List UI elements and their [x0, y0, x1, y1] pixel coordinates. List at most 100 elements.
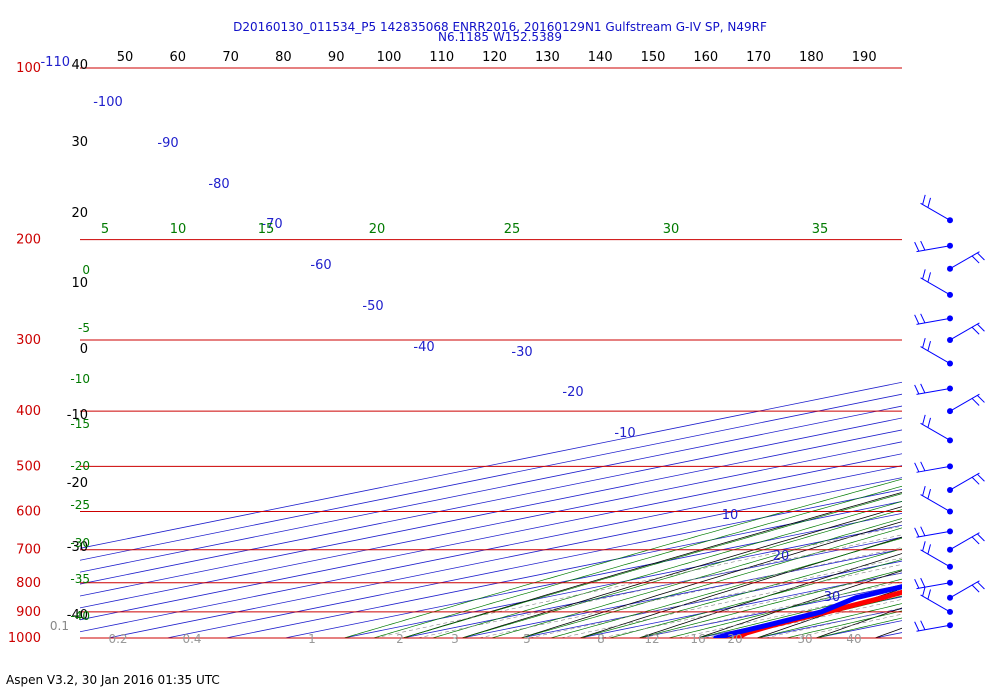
- isotherm-line: [80, 453, 902, 621]
- wind-barb-feather: [971, 476, 980, 485]
- mixing-ratio-label: 8: [597, 632, 605, 646]
- pressure-label: 1000: [8, 631, 41, 646]
- wind-barb-feather: [920, 577, 926, 588]
- dry-adiabat-line: [402, 491, 902, 638]
- moist-left-label: -15: [70, 417, 90, 431]
- theta-top-label: 80: [275, 50, 292, 65]
- wind-barb-feather: [977, 395, 985, 403]
- wind-barb-staff: [920, 494, 951, 512]
- moist-adiabat-line: [668, 578, 902, 638]
- wind-barb-staff: [949, 532, 980, 551]
- pressure-label: 100: [16, 61, 41, 76]
- mixing-ratio-label: 16: [690, 632, 705, 646]
- wind-barb-staff: [920, 346, 951, 364]
- wind-barb-feather: [927, 489, 931, 499]
- moist-adiabat-line: [402, 493, 902, 638]
- wind-barb-staff: [916, 465, 951, 473]
- pressure-label: 400: [16, 404, 41, 419]
- wind-barb-staff: [916, 582, 951, 590]
- wind-barb-feather: [977, 473, 985, 482]
- wind-barb-feather: [914, 384, 920, 395]
- dewpoint-profile-line: [713, 584, 902, 638]
- wind-barb-feather: [920, 461, 926, 472]
- wind-barb-staff: [949, 251, 980, 270]
- wind-barb-feather: [922, 414, 926, 425]
- wind-barb-feather: [971, 398, 980, 406]
- isotherm-line: [80, 417, 902, 585]
- temperature-left-label: 40: [71, 58, 88, 73]
- wind-barb-feather: [927, 197, 931, 208]
- wind-barb-feather: [927, 417, 931, 428]
- dry-adiabat-line: [697, 570, 902, 638]
- temperature-left-label: 30: [71, 135, 88, 150]
- isotherm-line: [80, 441, 902, 609]
- mixing-ratio-label: 20: [727, 632, 742, 646]
- wind-barb-staff: [916, 388, 951, 395]
- dry-adiabat-line: [579, 536, 902, 638]
- sounding-profiles: [713, 584, 902, 638]
- isobars: [80, 67, 902, 639]
- chart-title-line-1: D20160130_011534_P5 142835068 ENRR2016, …: [233, 20, 767, 34]
- theta-top-label: 170: [746, 50, 771, 65]
- theta-top-label: 110: [429, 50, 454, 65]
- temperature-left-label: 0: [80, 342, 88, 357]
- isotherm-line: [874, 632, 902, 638]
- theta-top-label: 50: [117, 50, 134, 65]
- pressure-label: 300: [16, 333, 41, 348]
- isotherm-corner-label: -110: [40, 55, 70, 70]
- wind-barb-staff: [949, 393, 980, 412]
- isotherm-line: [284, 512, 902, 638]
- wind-barb-feather: [977, 581, 985, 590]
- background-grid: [80, 68, 1000, 638]
- theta-e-label: 5: [101, 222, 109, 237]
- theta-e-label: 10: [170, 222, 187, 237]
- temperature-left-label: 20: [71, 206, 88, 221]
- wind-barb-feather: [920, 526, 926, 536]
- mixing-ratio-label: 5: [523, 632, 531, 646]
- theta-e-label: 20: [369, 222, 386, 237]
- theta-top-label: 70: [222, 50, 239, 65]
- temperature-left-label: -30: [67, 540, 88, 555]
- temperature-left-label: -20: [67, 476, 88, 491]
- theta-top-label: 130: [535, 50, 560, 65]
- wind-barb-feather: [920, 620, 926, 630]
- isotherm-line: [638, 584, 902, 638]
- wind-barb-staff: [920, 549, 951, 568]
- pressure-label: 500: [16, 459, 41, 474]
- isotherm-label: -30: [511, 345, 532, 360]
- moist-adiabat-line: [815, 617, 902, 638]
- isotherm-label: -20: [562, 385, 583, 400]
- mixing-ratio-label: 12: [644, 632, 659, 646]
- mixing-ratio-label: 40: [846, 632, 861, 646]
- theta-e-label: 25: [504, 222, 521, 237]
- moist-left-label: 0: [82, 263, 90, 277]
- wind-barb-feather: [977, 323, 985, 332]
- theta-top-label: 150: [641, 50, 666, 65]
- isotherm-line: [80, 429, 902, 597]
- isotherm-line: [697, 596, 902, 638]
- wind-barbs: [914, 194, 985, 632]
- wind-barb-feather: [922, 337, 926, 348]
- moist-adiabat-line: [520, 527, 902, 638]
- dry-adiabat-line: [815, 607, 902, 638]
- isotherm-line: [579, 572, 902, 638]
- isotherm-line: [815, 620, 902, 638]
- mixing-ratio-line: [560, 564, 902, 638]
- mixing-ratio-label: 0.4: [182, 632, 201, 646]
- pressure-label: 900: [16, 605, 41, 620]
- moist-left-label: -25: [70, 498, 90, 512]
- moist-adiabat-line: [609, 559, 902, 638]
- mixing-ratio-label: 1: [308, 632, 316, 646]
- wind-barb-feather: [971, 326, 980, 335]
- mixing-ratio-label: 0.2: [108, 632, 127, 646]
- dry-adiabat-line: [993, 68, 1000, 638]
- temperature-left-label: 10: [71, 276, 88, 291]
- wind-barb-feather: [927, 341, 931, 351]
- wind-barb-staff: [920, 594, 951, 613]
- wind-barb-feather: [922, 541, 926, 552]
- software-version-footer: Aspen V3.2, 30 Jan 2016 01:35 UTC: [6, 673, 220, 687]
- moist-left-label: -40: [70, 609, 90, 623]
- wind-barb-feather: [920, 313, 926, 324]
- wind-barb-feather: [971, 584, 980, 593]
- dry-adiabat-line: [638, 553, 902, 638]
